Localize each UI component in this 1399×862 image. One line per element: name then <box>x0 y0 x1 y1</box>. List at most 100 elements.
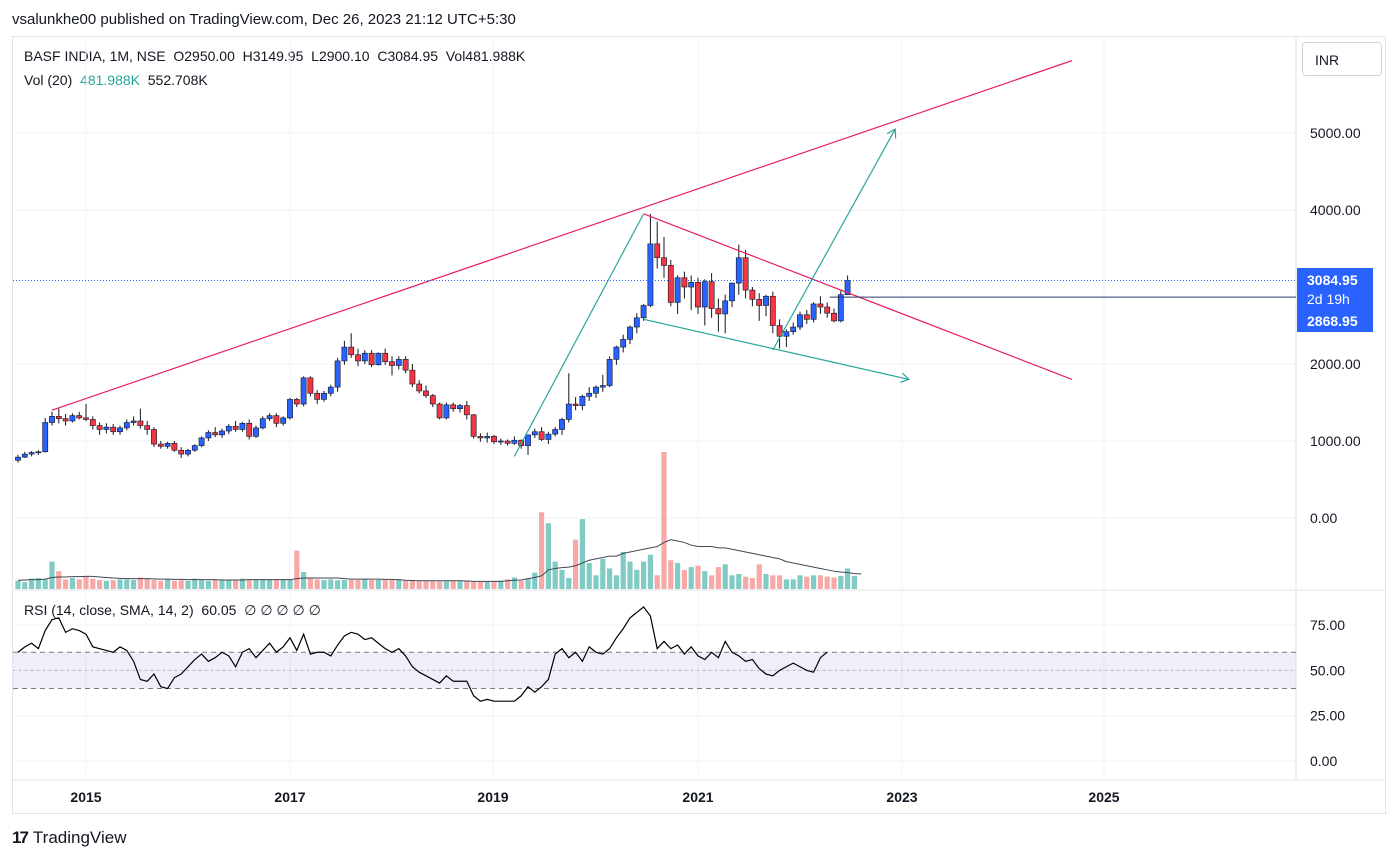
volume-bar <box>518 580 524 589</box>
candle-body <box>327 386 334 394</box>
candle-body <box>205 432 212 439</box>
candle-body <box>803 314 810 320</box>
legend-close: C3084.95 <box>377 48 439 64</box>
volume-bar <box>491 581 497 589</box>
symbol-name[interactable]: BASF INDIA, 1M, NSE <box>24 48 166 64</box>
tradingview-logo-icon: 17 <box>12 828 29 847</box>
volume-bar <box>69 578 75 589</box>
volume-bar <box>681 569 687 589</box>
candle-body <box>117 427 123 433</box>
candle-body <box>627 326 633 340</box>
volume-bar <box>35 578 41 589</box>
volume-value: 481.988K <box>80 72 140 88</box>
candle-body <box>423 390 429 396</box>
candle-body <box>300 377 307 405</box>
line-price-badge <box>1297 309 1373 332</box>
volume-bar <box>715 567 721 589</box>
candle-body <box>749 289 756 300</box>
volume-bar <box>158 580 164 589</box>
candle-body <box>735 257 742 284</box>
volume-bar <box>355 579 361 589</box>
volume-bar <box>831 577 837 589</box>
price-axis: 5000.00 4000.00 2000.00 1000.00 0.00 75.00 50.… <box>1297 125 1373 769</box>
volume-bar <box>722 564 728 589</box>
price-axis-label: 2000.00 <box>1310 356 1361 372</box>
candle-body <box>715 308 722 315</box>
candle-body <box>164 443 171 447</box>
legend-open: O2950.00 <box>173 48 235 64</box>
candle-body <box>219 430 225 436</box>
candle-body <box>239 422 246 430</box>
volume-bar <box>260 579 266 589</box>
candle-body <box>266 415 273 419</box>
volume-bar <box>314 579 320 589</box>
volume-legend: Vol (20) 481.988K 552.708K <box>24 72 208 88</box>
candle-body <box>599 385 606 388</box>
volume-bar <box>505 579 511 589</box>
candle-body <box>436 403 443 419</box>
volume-bar <box>287 579 293 589</box>
rsi-axis-label: 25.00 <box>1310 708 1345 724</box>
volume-ma <box>17 539 862 582</box>
volume-bar <box>362 578 368 589</box>
price-axis-label: 5000.00 <box>1310 125 1361 141</box>
rsi-indicator-label[interactable]: RSI (14, close, SMA, 14, 2) <box>24 602 194 618</box>
candle-body <box>769 295 776 326</box>
candle-body <box>531 431 538 436</box>
candle-body <box>253 427 259 437</box>
grid-lines <box>12 37 1386 781</box>
candle-body <box>341 346 348 362</box>
candle-body <box>640 305 647 319</box>
candle-body <box>402 359 409 371</box>
volume-bar <box>307 578 313 589</box>
volume-bar <box>457 581 463 589</box>
volume-bar <box>641 561 647 589</box>
candle-body <box>361 352 368 362</box>
candle-body <box>395 359 402 366</box>
volume-bar <box>770 575 776 589</box>
volume-bar <box>389 579 395 589</box>
volume-bar <box>403 580 409 589</box>
volume-bar <box>423 580 429 589</box>
tradingview-logo[interactable]: 17 TradingView <box>12 828 126 848</box>
candle-body <box>49 416 55 423</box>
candle-body <box>606 359 613 386</box>
candle-body <box>246 422 253 437</box>
currency-button[interactable]: INR <box>1302 42 1382 76</box>
volume-bar <box>736 573 742 589</box>
time-axis: 2015 2017 2019 2021 2023 2025 <box>70 789 1119 805</box>
volume-bar <box>695 565 701 589</box>
candle-body <box>613 346 620 360</box>
volume-bar <box>341 579 347 589</box>
candle-body <box>504 440 511 444</box>
volume-bar <box>552 561 558 589</box>
candle-body <box>722 300 729 315</box>
volume-bar <box>246 579 252 589</box>
rsi-value: 60.05 <box>201 602 237 618</box>
volume-bar <box>294 550 300 589</box>
candle-body <box>511 439 518 444</box>
candle-body <box>123 422 130 429</box>
tradingview-brand: TradingView <box>32 828 127 847</box>
last-price-badge <box>1297 268 1373 310</box>
volume-indicator-label[interactable]: Vol (20) <box>24 72 73 88</box>
candle-body <box>198 437 205 446</box>
volume-bar <box>817 575 823 589</box>
volume-bar <box>273 579 279 589</box>
volume-bar <box>117 579 123 589</box>
volume-bar <box>226 579 232 589</box>
rsi-line <box>17 606 828 702</box>
candle-body <box>647 243 654 306</box>
volume-ma-line <box>17 539 862 582</box>
candle-body <box>15 456 21 461</box>
trendline <box>51 60 1073 411</box>
volume-bar <box>845 568 851 589</box>
candle-body <box>35 451 42 454</box>
rsi-line <box>17 606 828 702</box>
volume-bar <box>545 523 551 589</box>
legend-volume: Vol481.988K <box>445 48 526 64</box>
volume-bar <box>749 578 755 589</box>
volume-ma-value: 552.708K <box>147 72 208 88</box>
volume-bar <box>675 562 681 589</box>
